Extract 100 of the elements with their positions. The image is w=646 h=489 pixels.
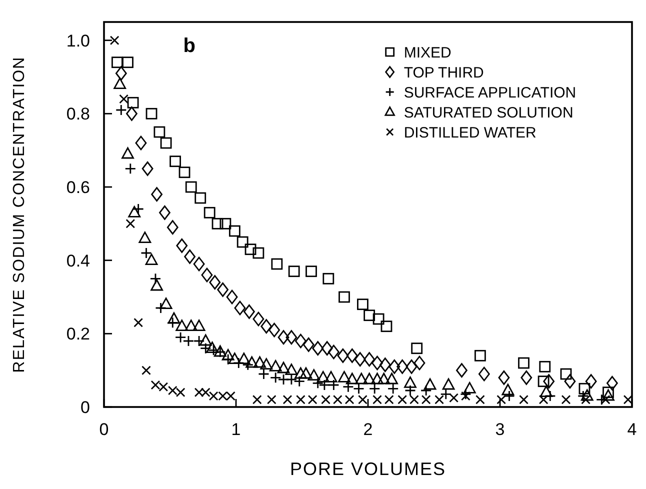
point bbox=[168, 312, 180, 324]
point bbox=[602, 386, 614, 398]
point bbox=[372, 313, 384, 325]
point bbox=[217, 282, 228, 297]
point bbox=[252, 394, 262, 404]
point bbox=[228, 352, 241, 364]
point bbox=[201, 268, 213, 282]
point bbox=[260, 358, 273, 370]
point bbox=[122, 147, 134, 159]
point bbox=[585, 374, 597, 389]
point bbox=[176, 238, 188, 253]
point bbox=[371, 372, 384, 384]
point bbox=[463, 382, 476, 394]
point bbox=[228, 225, 240, 237]
point bbox=[218, 391, 228, 401]
legend-label: TOP THIRD bbox=[404, 64, 484, 82]
point bbox=[254, 356, 266, 368]
point bbox=[580, 389, 594, 401]
point bbox=[226, 391, 236, 401]
point bbox=[150, 380, 160, 390]
point bbox=[623, 394, 633, 404]
y-tick-label: 0.8 bbox=[66, 104, 90, 124]
point bbox=[260, 319, 272, 334]
point bbox=[142, 161, 154, 176]
point bbox=[192, 320, 206, 332]
point bbox=[138, 232, 152, 244]
y-tick-label: 0.6 bbox=[66, 178, 90, 197]
point bbox=[168, 386, 178, 396]
y-tick-label: 1.0 bbox=[66, 31, 90, 50]
point bbox=[285, 364, 298, 376]
point bbox=[344, 394, 354, 404]
point bbox=[332, 394, 342, 404]
point bbox=[308, 369, 320, 381]
point bbox=[128, 206, 141, 218]
point bbox=[226, 290, 238, 304]
x-tick-label: 3 bbox=[495, 420, 505, 439]
point bbox=[324, 370, 338, 382]
point bbox=[110, 36, 120, 46]
point bbox=[357, 298, 368, 310]
point bbox=[355, 372, 368, 384]
point bbox=[442, 378, 455, 390]
point bbox=[316, 370, 330, 382]
point bbox=[146, 108, 158, 120]
point bbox=[294, 367, 307, 379]
point bbox=[312, 341, 324, 356]
point bbox=[114, 78, 126, 90]
point bbox=[268, 322, 280, 338]
point bbox=[244, 304, 255, 319]
point bbox=[126, 218, 136, 228]
point bbox=[244, 244, 256, 256]
point bbox=[145, 254, 158, 266]
x-tick-label: 1 bbox=[231, 420, 241, 439]
legend-label: MIXED bbox=[404, 44, 452, 62]
point bbox=[321, 341, 333, 356]
point bbox=[236, 236, 248, 248]
point bbox=[434, 394, 444, 404]
point bbox=[209, 275, 221, 290]
point bbox=[378, 372, 390, 384]
point bbox=[321, 394, 330, 404]
point bbox=[449, 393, 458, 403]
point bbox=[379, 358, 391, 372]
point bbox=[151, 187, 162, 202]
point bbox=[150, 279, 163, 291]
point bbox=[222, 348, 234, 360]
point bbox=[286, 330, 298, 345]
y-tick-label: 0.2 bbox=[66, 324, 90, 344]
point bbox=[269, 360, 282, 372]
point bbox=[337, 348, 349, 363]
point bbox=[127, 96, 139, 108]
legend-label: SATURATED SOLUTION bbox=[404, 104, 574, 122]
point bbox=[476, 394, 485, 404]
point bbox=[206, 342, 218, 354]
point bbox=[166, 220, 178, 235]
point bbox=[518, 357, 530, 369]
y-tick-label: 0 bbox=[80, 398, 90, 417]
point bbox=[302, 337, 314, 352]
point bbox=[322, 272, 334, 284]
annotation: b bbox=[183, 35, 196, 57]
point bbox=[388, 359, 400, 374]
point bbox=[346, 372, 358, 384]
point bbox=[338, 291, 350, 303]
point bbox=[502, 384, 514, 396]
point bbox=[372, 356, 383, 370]
x-tick-label: 4 bbox=[627, 420, 637, 439]
point bbox=[170, 156, 181, 168]
point bbox=[200, 388, 210, 398]
point bbox=[160, 137, 172, 149]
point bbox=[288, 266, 300, 278]
point bbox=[498, 370, 510, 385]
point bbox=[519, 394, 528, 404]
point bbox=[346, 348, 358, 363]
point bbox=[119, 94, 128, 104]
point bbox=[478, 366, 490, 382]
point bbox=[184, 249, 196, 264]
point bbox=[135, 136, 147, 150]
point bbox=[122, 56, 134, 68]
point bbox=[398, 394, 408, 404]
point bbox=[564, 374, 576, 389]
point bbox=[234, 300, 246, 316]
point bbox=[414, 356, 426, 370]
